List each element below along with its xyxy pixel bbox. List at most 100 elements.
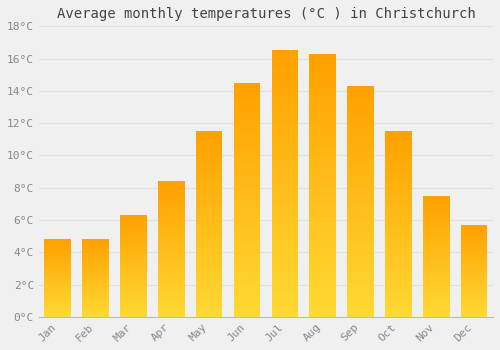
Bar bbox=[158, 264, 184, 265]
Bar bbox=[310, 246, 336, 248]
Bar bbox=[461, 230, 487, 231]
Bar bbox=[423, 216, 450, 218]
Bar bbox=[196, 187, 222, 189]
Bar bbox=[385, 268, 411, 271]
Bar bbox=[82, 308, 109, 309]
Bar bbox=[461, 300, 487, 301]
Bar bbox=[44, 311, 71, 312]
Bar bbox=[158, 287, 184, 288]
Bar bbox=[272, 229, 298, 232]
Bar bbox=[82, 264, 109, 265]
Bar bbox=[82, 296, 109, 297]
Bar bbox=[82, 242, 109, 243]
Bar bbox=[310, 96, 336, 98]
Bar bbox=[82, 290, 109, 291]
Bar bbox=[44, 278, 71, 279]
Bar bbox=[196, 140, 222, 142]
Bar bbox=[44, 252, 71, 253]
Bar bbox=[272, 266, 298, 269]
Bar bbox=[158, 230, 184, 231]
Bar bbox=[385, 302, 411, 304]
Bar bbox=[310, 182, 336, 185]
Bar bbox=[44, 303, 71, 304]
Bar bbox=[310, 193, 336, 196]
Bar bbox=[310, 277, 336, 280]
Bar bbox=[44, 261, 71, 262]
Bar bbox=[310, 80, 336, 83]
Bar bbox=[44, 310, 71, 312]
Bar bbox=[196, 163, 222, 164]
Bar bbox=[158, 227, 184, 229]
Bar bbox=[82, 270, 109, 271]
Bar bbox=[272, 122, 298, 125]
Bar bbox=[82, 303, 109, 304]
Bar bbox=[196, 281, 222, 284]
Bar bbox=[348, 183, 374, 185]
Bar bbox=[196, 205, 222, 207]
Bar bbox=[385, 296, 411, 298]
Bar bbox=[348, 294, 374, 296]
Bar bbox=[310, 240, 336, 243]
Bar bbox=[82, 252, 109, 253]
Bar bbox=[158, 295, 184, 296]
Bar bbox=[158, 291, 184, 292]
Bar bbox=[44, 275, 71, 276]
Bar bbox=[196, 202, 222, 204]
Bar bbox=[234, 134, 260, 136]
Bar bbox=[120, 304, 146, 306]
Bar bbox=[423, 299, 450, 300]
Bar bbox=[423, 271, 450, 272]
Bar bbox=[423, 217, 450, 219]
Bar bbox=[385, 263, 411, 265]
Bar bbox=[385, 313, 411, 315]
Bar bbox=[82, 279, 109, 280]
Bar bbox=[120, 266, 146, 267]
Bar bbox=[234, 221, 260, 223]
Bar bbox=[120, 272, 146, 273]
Bar bbox=[272, 90, 298, 93]
Bar bbox=[461, 288, 487, 289]
Bar bbox=[82, 268, 109, 269]
Bar bbox=[158, 241, 184, 242]
Bar bbox=[348, 271, 374, 273]
Bar bbox=[385, 280, 411, 281]
Bar bbox=[348, 259, 374, 261]
Bar bbox=[82, 300, 109, 301]
Bar bbox=[120, 279, 146, 280]
Bar bbox=[158, 313, 184, 314]
Bar bbox=[196, 218, 222, 220]
Bar bbox=[82, 304, 109, 305]
Bar bbox=[272, 93, 298, 96]
Bar bbox=[120, 282, 146, 283]
Bar bbox=[120, 258, 146, 259]
Bar bbox=[120, 276, 146, 277]
Bar bbox=[120, 251, 146, 252]
Bar bbox=[234, 195, 260, 197]
Bar bbox=[461, 248, 487, 249]
Bar bbox=[234, 314, 260, 317]
Bar bbox=[44, 302, 71, 303]
Bar bbox=[461, 228, 487, 229]
Bar bbox=[348, 266, 374, 268]
Bar bbox=[461, 236, 487, 237]
Bar bbox=[44, 306, 71, 307]
Bar bbox=[310, 83, 336, 85]
Bar bbox=[196, 142, 222, 144]
Bar bbox=[158, 181, 184, 183]
Bar bbox=[310, 301, 336, 304]
Bar bbox=[120, 264, 146, 265]
Bar bbox=[120, 298, 146, 300]
Bar bbox=[272, 154, 298, 157]
Bar bbox=[310, 75, 336, 77]
Bar bbox=[423, 310, 450, 312]
Bar bbox=[385, 155, 411, 157]
Bar bbox=[234, 167, 260, 169]
Bar bbox=[348, 132, 374, 134]
Bar bbox=[461, 234, 487, 235]
Bar bbox=[385, 240, 411, 243]
Bar bbox=[44, 303, 71, 304]
Bar bbox=[234, 122, 260, 125]
Bar bbox=[348, 144, 374, 146]
Bar bbox=[310, 198, 336, 201]
Bar bbox=[158, 308, 184, 310]
